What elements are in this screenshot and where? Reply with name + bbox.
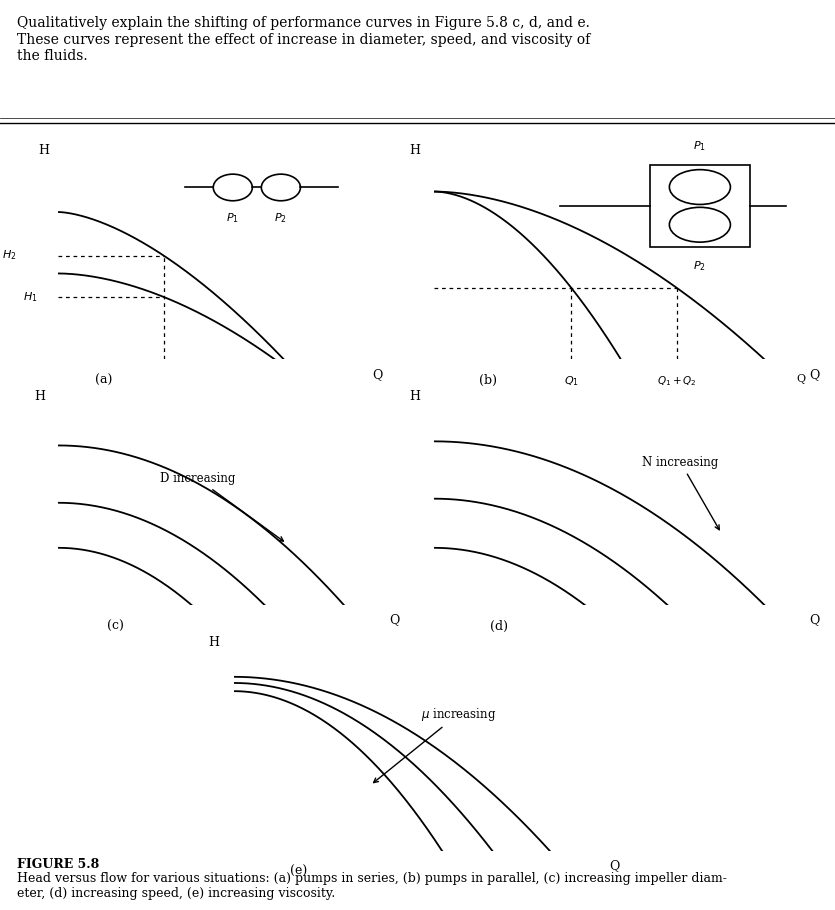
Text: Q: Q [390,613,400,626]
Text: Q: Q [610,859,620,872]
Text: D increasing: D increasing [160,472,283,541]
Text: N increasing: N increasing [642,456,719,530]
Text: H: H [35,389,46,403]
Text: $\mu$ increasing: $\mu$ increasing [373,706,496,783]
Text: $P_2$: $P_2$ [694,259,706,273]
Text: H: H [38,144,49,157]
Bar [650,165,750,247]
Text: H: H [409,144,420,157]
Text: $P_2$: $P_2$ [275,211,287,225]
Text: FIGURE 5.8: FIGURE 5.8 [17,858,99,871]
Text: H: H [409,389,420,403]
Text: (a): (a) [95,374,112,387]
Text: $H_1$: $H_1$ [23,290,38,304]
Text: Q: Q [810,368,820,380]
Text: H: H [209,635,220,649]
Text: (e): (e) [290,865,307,878]
Text: Qualitatively explain the shifting of performance curves in Figure 5.8 c, d, and: Qualitatively explain the shifting of pe… [17,16,590,63]
Text: $P_1$: $P_1$ [693,139,706,153]
Text: (d): (d) [490,620,508,632]
Text: $H_1+H_2$: $H_1+H_2$ [0,248,17,262]
Text: $Q_1$: $Q_1$ [564,374,579,388]
Text: Head versus flow for various situations: (a) pumps in series, (b) pumps in paral: Head versus flow for various situations:… [17,872,726,900]
Text: Q: Q [797,374,806,384]
Text: $Q_1+Q_2$: $Q_1+Q_2$ [657,374,696,388]
Text: Q: Q [810,613,820,626]
Text: Q: Q [372,368,382,380]
Text: (c): (c) [107,620,124,632]
Text: (b): (b) [479,374,497,387]
Text: $P_1$: $P_1$ [226,211,240,225]
